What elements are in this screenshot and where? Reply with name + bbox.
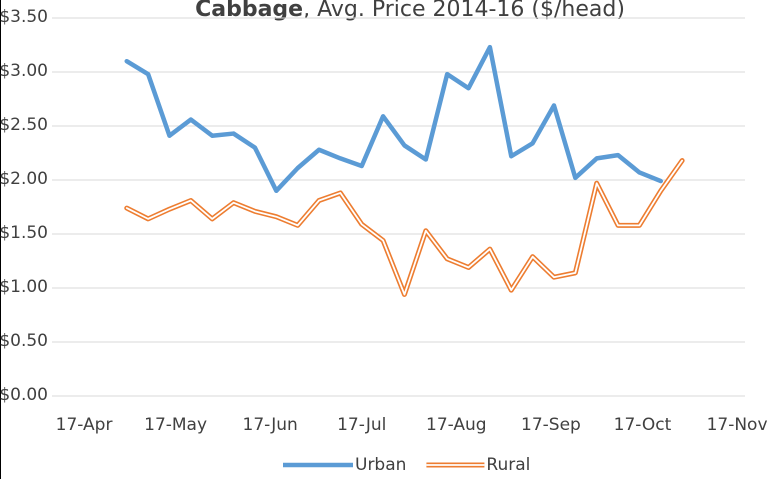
legend-label: Rural <box>486 455 530 475</box>
x-tick-label: 17-Nov <box>707 415 768 435</box>
series-line <box>124 44 664 194</box>
legend-label: Urban <box>355 455 406 475</box>
series-line-inner <box>125 159 684 296</box>
x-tick-label: 17-Apr <box>56 415 113 435</box>
y-tick-label: $3.00 <box>0 61 48 81</box>
title-bold: Cabbage <box>195 0 303 22</box>
y-tick-label: $2.50 <box>0 115 48 135</box>
y-tick-label: $1.50 <box>0 223 48 243</box>
x-tick-label: 17-Jun <box>243 415 298 435</box>
chart-title: Cabbage, Avg. Price 2014-16 ($/head) <box>195 0 625 22</box>
title-rest: , Avg. Price 2014-16 ($/head) <box>303 0 625 22</box>
y-tick-label: $0.00 <box>0 385 48 405</box>
y-tick-label: $1.00 <box>0 277 48 297</box>
y-tick-label: $0.50 <box>0 331 48 351</box>
x-tick-label: 17-Oct <box>614 415 672 435</box>
x-tick-label: 17-Aug <box>426 415 487 435</box>
y-tick-label: $3.50 <box>0 7 48 27</box>
y-tick-label: $2.00 <box>0 169 48 189</box>
x-tick-label: 17-Jul <box>337 415 386 435</box>
x-tick-label: 17-May <box>144 415 207 435</box>
x-tick-label: 17-Sep <box>521 415 581 435</box>
series-line <box>124 158 685 297</box>
